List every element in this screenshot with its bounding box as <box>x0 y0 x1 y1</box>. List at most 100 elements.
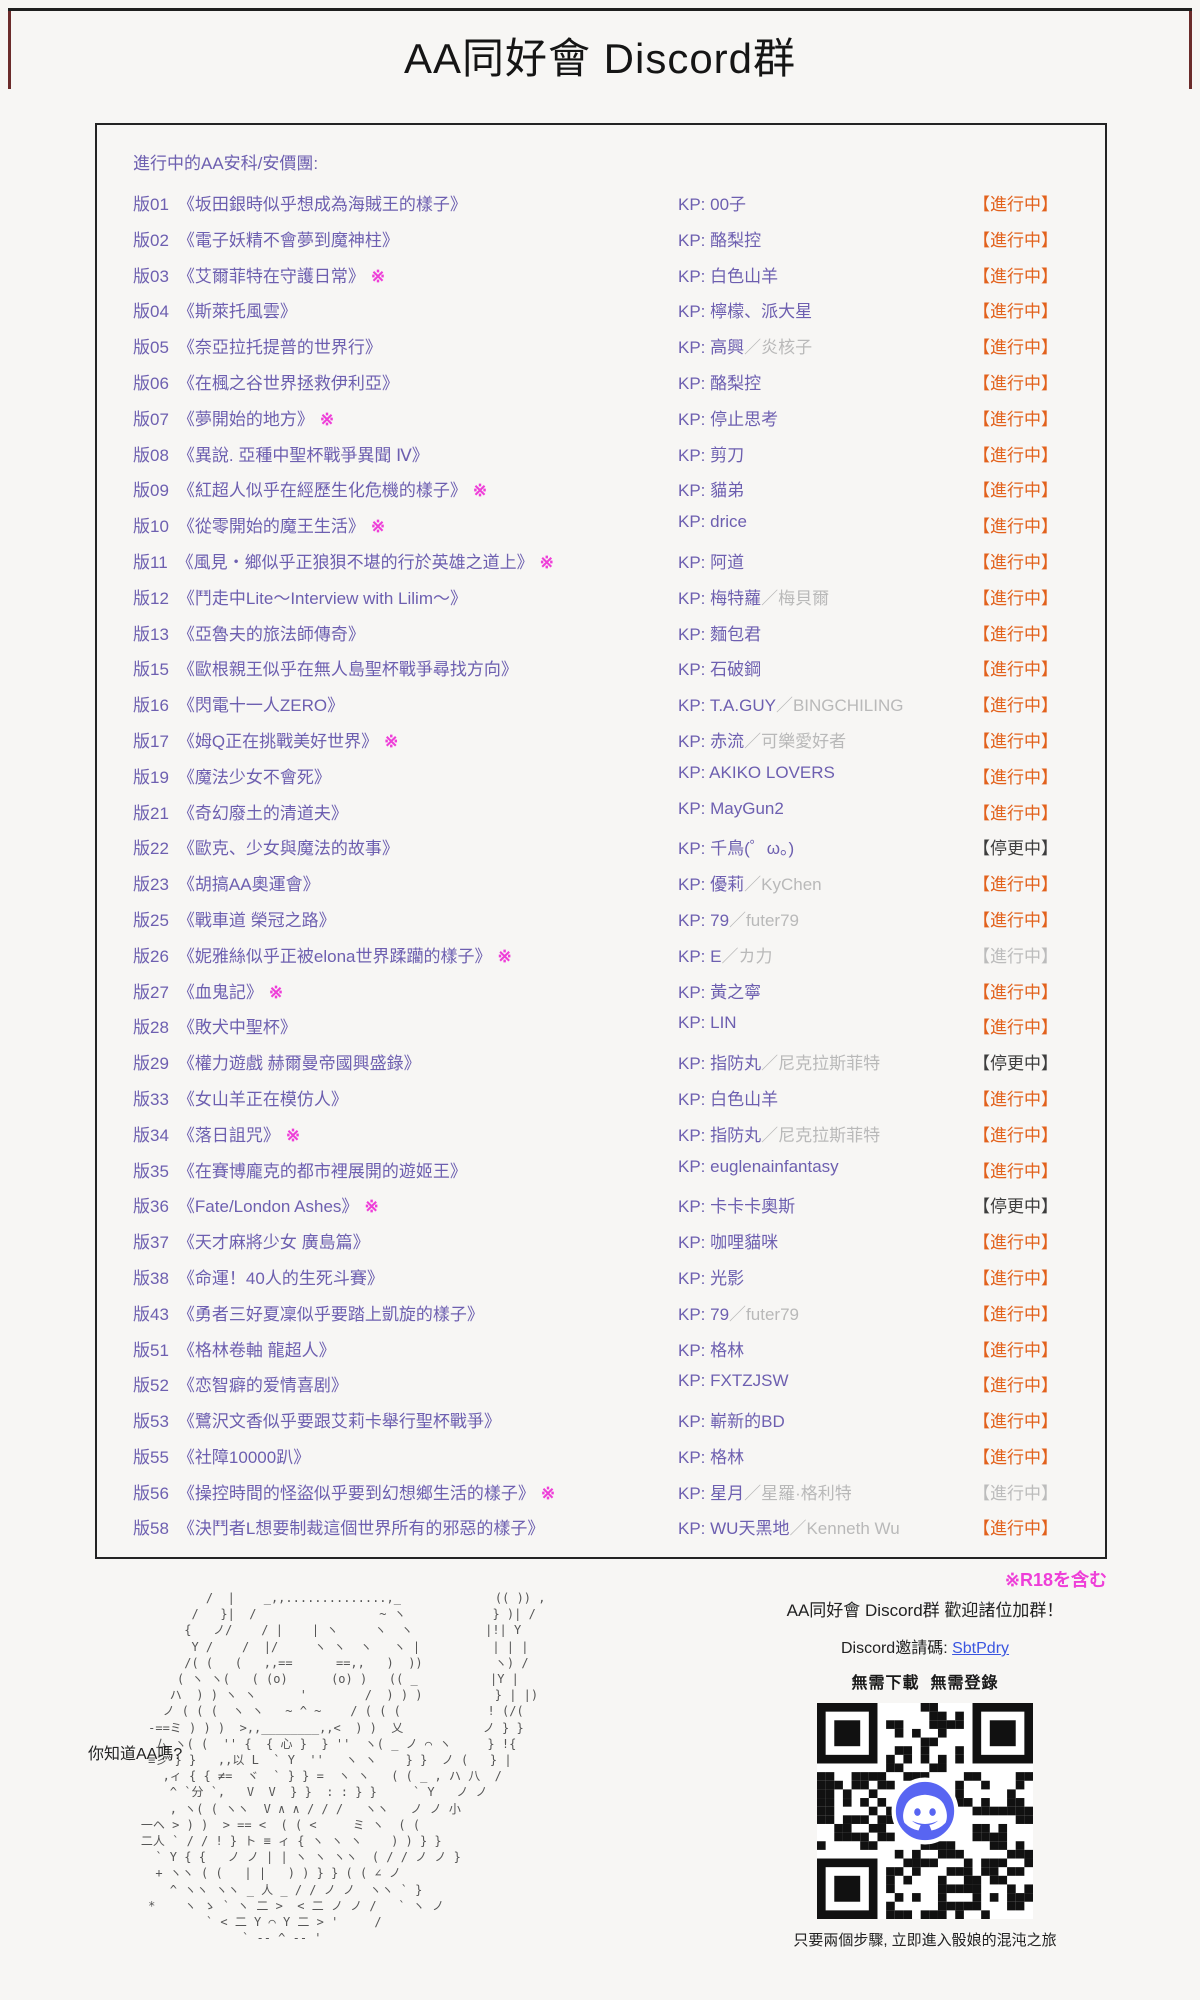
thread-title-link[interactable]: 版51 《格林卷軸 龍超人》 <box>133 1336 336 1361</box>
thread-title-link[interactable]: 版33 《女山羊正在模仿人》 <box>133 1085 348 1110</box>
thread-title-link[interactable]: 版09 《紅超人似乎在經歷生化危機的樣子》 ※ <box>133 476 487 501</box>
kp-credit: KP: 咖哩貓咪 <box>678 1228 778 1253</box>
thread-title-link[interactable]: 版23 《胡搞AA奧運會》 <box>133 870 320 895</box>
kp-alt-name: ／尼克拉斯菲特 <box>761 1125 881 1145</box>
thread-title-link[interactable]: 版55 《社障10000趴》 <box>133 1443 310 1468</box>
kp-credit: KP: 阿道 <box>678 548 744 573</box>
kp-alt-name: ／炎核子 <box>744 338 813 358</box>
thread-title-link[interactable]: 版11 《風見・鄉似乎正狼狽不堪的行於英雄之道上》 ※ <box>133 548 554 573</box>
thread-id: 版21 <box>133 803 169 823</box>
thread-title-link[interactable]: 版15 《歐根親王似乎在無人島聖杯戰爭尋找方向》 <box>133 655 518 680</box>
kp-credit: KP: 酪梨控 <box>678 226 761 251</box>
kp-credit: KP: 黃之寧 <box>678 978 761 1003</box>
kp-name: KP: 赤流 <box>678 731 745 751</box>
invite-code-link[interactable]: SbtPdry <box>952 1640 1010 1657</box>
thread-title-link[interactable]: 版27 《血鬼記》 ※ <box>133 978 283 1003</box>
ascii-art: / | _,,..............,_ (( )) , / }| / ~… <box>140 1591 546 1946</box>
aa-question: 你知道AA嗎? <box>88 1746 183 1763</box>
thread-title-link[interactable]: 版04 《斯萊托風雲》 <box>133 297 297 322</box>
thread-title: 《妮雅絲似乎正被elona世界蹂躪的樣子》 <box>177 946 492 966</box>
kp-credit: KP: 星月／星羅·格利特 <box>678 1479 852 1504</box>
status-badge: 【停更中】 <box>973 1054 1058 1074</box>
thread-title-link[interactable]: 版34 《落日詛咒》 ※ <box>133 1121 300 1146</box>
thread-title: 《Fate/London Ashes》 <box>177 1197 359 1217</box>
status-badge: 【進行中】 <box>973 373 1058 393</box>
thread-title-link[interactable]: 版16 《閃電十一人ZERO》 <box>133 691 344 716</box>
thread-title-link[interactable]: 版06 《在楓之谷世界拯救伊利亞》 <box>133 369 399 394</box>
thread-title-link[interactable]: 版19 《魔法少女不會死》 <box>133 763 331 788</box>
thread-title-link[interactable]: 版08 《異說. 亞種中聖杯戰爭異聞 Ⅳ》 <box>133 441 429 466</box>
thread-row: 版16 《閃電十一人ZERO》 KP: T.A.GUY／BINGCHILING 【進行… <box>133 691 1105 727</box>
thread-title-link[interactable]: 版17 《姆Q正在挑戰美好世界》 ※ <box>133 727 398 752</box>
thread-title-link[interactable]: 版56 《操控時間的怪盜似乎要到幻想鄉生活的樣子》 ※ <box>133 1479 555 1504</box>
thread-title-link[interactable]: 版29 《權力遊戲 赫爾曼帝國興盛錄》 <box>133 1049 421 1074</box>
kp-alt-name: ／futer79 <box>729 1304 799 1324</box>
thread-id: 版58 <box>133 1519 169 1539</box>
thread-title-link[interactable]: 版22 《歐克、少女與魔法的故事》 <box>133 834 399 859</box>
thread-row: 版02 《電子妖精不會夢到魔神柱》 KP: 酪梨控 【進行中】 <box>133 226 1105 262</box>
thread-id: 版02 <box>133 230 169 250</box>
thread-row: 版06 《在楓之谷世界拯救伊利亞》 KP: 酪梨控 【進行中】 <box>133 369 1105 405</box>
thread-title: 《女山羊正在模仿人》 <box>177 1089 348 1109</box>
thread-title-link[interactable]: 版05 《奈亞拉托提普的世界行》 <box>133 333 382 358</box>
thread-title-link[interactable]: 版43 《勇者三好夏凜似乎要踏上凱旋的樣子》 <box>133 1300 484 1325</box>
thread-title-link[interactable]: 版01 《坂田銀時似乎想成為海賊王的樣子》 <box>133 190 467 215</box>
thread-title: 《斯萊托風雲》 <box>177 302 297 322</box>
thread-id: 版22 <box>133 839 169 859</box>
thread-title-link[interactable]: 版26 《妮雅絲似乎正被elona世界蹂躪的樣子》 ※ <box>133 942 512 967</box>
kp-credit: KP: 格林 <box>678 1336 744 1361</box>
thread-title: 《勇者三好夏凜似乎要踏上凱旋的樣子》 <box>177 1304 484 1324</box>
thread-id: 版01 <box>133 195 169 214</box>
thread-row: 版04 《斯萊托風雲》 KP: 檸檬、派大星 【進行中】 <box>133 297 1105 333</box>
status-badge: 【進行中】 <box>973 1340 1058 1360</box>
kp-name: KP: 79 <box>678 1304 730 1324</box>
thread-title-link[interactable]: 版37 《天才麻將少女 廣島篇》 <box>133 1228 370 1253</box>
kp-credit: KP: 酪梨控 <box>678 369 761 394</box>
thread-title-link[interactable]: 版13 《亞魯夫的旅法師傳奇》 <box>133 620 365 645</box>
thread-row: 版25 《戰車道 榮冠之路》 KP: 79／futer79 【進行中】 <box>133 906 1105 942</box>
thread-title: 《鬥走中Lite～Interview with Lilim～》 <box>177 588 467 608</box>
thread-row: 版36 《Fate/London Ashes》 ※ KP: 卡卡卡奧斯 【停更中】 <box>133 1192 1105 1228</box>
thread-title-link[interactable]: 版28 《敗犬中聖杯》 <box>133 1013 297 1038</box>
thread-title-link[interactable]: 版02 《電子妖精不會夢到魔神柱》 <box>133 226 399 251</box>
thread-title: 《恋智癖的爱情喜剧》 <box>177 1376 348 1396</box>
frame-corner-left <box>8 11 11 89</box>
thread-id: 版34 <box>133 1125 169 1145</box>
kp-name: KP: 嶄新的BD <box>678 1412 785 1432</box>
kp-credit: KP: MayGun2 <box>678 799 784 819</box>
thread-title-link[interactable]: 版07 《夢開始的地方》 ※ <box>133 405 334 430</box>
thread-title-link[interactable]: 版25 《戰車道 榮冠之路》 <box>133 906 336 931</box>
thread-row: 版52 《恋智癖的爱情喜剧》 KP: FXTZJSW 【進行中】 <box>133 1371 1105 1407</box>
thread-title-link[interactable]: 版36 《Fate/London Ashes》 ※ <box>133 1192 379 1217</box>
thread-title-link[interactable]: 版21 《奇幻廢土的清道夫》 <box>133 799 348 824</box>
kp-name: KP: 酪梨控 <box>678 373 762 393</box>
thread-title-link[interactable]: 版52 《恋智癖的爱情喜剧》 <box>133 1371 348 1396</box>
thread-title-link[interactable]: 版03 《艾爾菲特在守護日常》 ※ <box>133 262 385 287</box>
thread-title-link[interactable]: 版12 《鬥走中Lite～Interview with Lilim～》 <box>133 584 467 609</box>
thread-row: 版05 《奈亞拉托提普的世界行》 KP: 高興／炎核子 【進行中】 <box>133 333 1105 369</box>
thread-row: 版43 《勇者三好夏凜似乎要踏上凱旋的樣子》 KP: 79／futer79 【進行中】 <box>133 1300 1105 1336</box>
kp-credit: KP: 白色山羊 <box>678 262 778 287</box>
thread-row: 版33 《女山羊正在模仿人》 KP: 白色山羊 【進行中】 <box>133 1085 1105 1121</box>
kp-credit: KP: 高興／炎核子 <box>678 333 812 358</box>
thread-title-link[interactable]: 版53 《鷺沢文香似乎要跟艾莉卡舉行聖杯戰爭》 <box>133 1407 501 1432</box>
thread-row: 版08 《異說. 亞種中聖杯戰爭異聞 Ⅳ》 KP: 剪刀 【進行中】 <box>133 441 1105 477</box>
r18-star-icon: ※ <box>370 266 386 286</box>
list-intro: 進行中的AA安科/安價團: <box>133 154 319 173</box>
kp-alt-name: ／可樂愛好者 <box>744 731 847 751</box>
discord-welcome: AA同好會 Discord群 歡迎諸位加群！ <box>786 1601 1064 1620</box>
thread-title-link[interactable]: 版58 《決鬥者L想要制裁這個世界所有的邪惡的樣子》 <box>133 1514 544 1539</box>
thread-title-link[interactable]: 版10 《從零開始的魔王生活》 ※ <box>133 512 385 537</box>
status-badge: 【進行中】 <box>973 230 1058 250</box>
thread-row: 版11 《風見・鄉似乎正狼狽不堪的行於英雄之道上》 ※ KP: 阿道 【進行中】 <box>133 548 1105 584</box>
thread-title-link[interactable]: 版38 《命運！40人的生死斗賽》 <box>133 1264 384 1289</box>
kp-alt-name: ／BINGCHILING <box>775 696 904 716</box>
thread-title-link[interactable]: 版35 《在賽博龐克的都市裡展開的遊姬王》 <box>133 1157 467 1182</box>
kp-name: KP: 檸檬、派大星 <box>678 302 813 322</box>
status-badge: 【進行中】 <box>973 1376 1058 1396</box>
thread-id: 版52 <box>133 1376 169 1396</box>
kp-credit: KP: 千鳥(゜ω。) <box>678 834 794 859</box>
status-badge: 【進行中】 <box>973 517 1058 537</box>
thread-list-box: 進行中的AA安科/安價團: 版01 《坂田銀時似乎想成為海賊王的樣子》 KP: 00… <box>95 123 1107 1559</box>
kp-credit: KP: 指防丸／尼克拉斯菲特 <box>678 1121 880 1146</box>
